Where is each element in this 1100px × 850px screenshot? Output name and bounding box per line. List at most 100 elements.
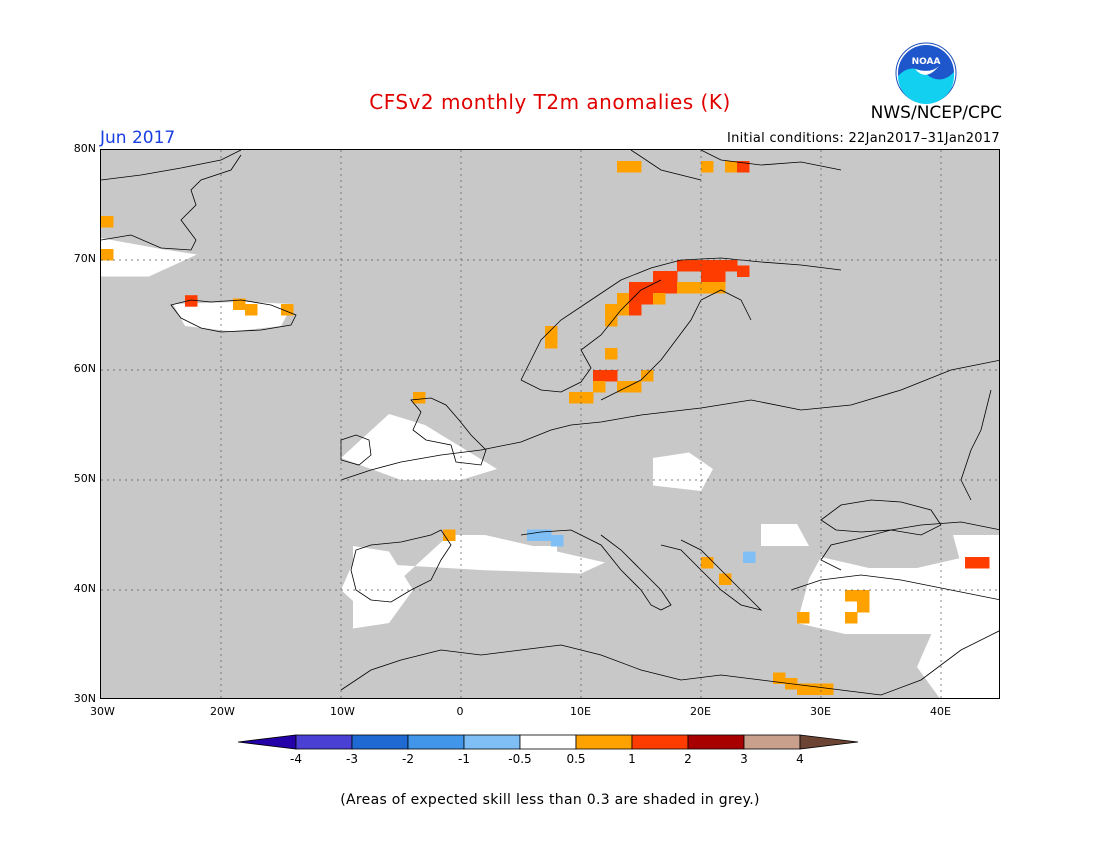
anomaly-cell <box>977 557 990 569</box>
anomaly-cell <box>857 601 870 613</box>
anomaly-cell <box>539 529 552 541</box>
anomaly-cell <box>569 392 582 404</box>
near-normal-area <box>761 524 809 546</box>
anomaly-cell <box>605 370 618 382</box>
lat-label: 60N <box>73 362 96 375</box>
anomaly-cell <box>653 293 666 305</box>
anomaly-cell <box>701 161 714 173</box>
colorbar-left-arrow <box>238 734 297 750</box>
anomaly-cell <box>797 683 810 695</box>
anomaly-cell <box>689 260 702 272</box>
forecast-month: Jun 2017 <box>100 128 176 148</box>
white-anomaly-areas <box>101 238 999 698</box>
anomaly-cell <box>701 260 714 272</box>
near-normal-area <box>353 546 413 629</box>
anomaly-cell <box>605 304 618 316</box>
anomaly-cell <box>713 282 726 294</box>
colorbar-segment <box>575 734 633 750</box>
anomaly-cell <box>737 265 750 277</box>
lon-label: 0 <box>456 705 464 718</box>
colorbar-tick-label: 3 <box>740 752 748 766</box>
anomaly-cell <box>725 161 738 173</box>
agency-label: NWS/NCEP/CPC <box>870 103 1002 123</box>
anomaly-cell <box>845 612 858 624</box>
near-normal-area <box>341 414 497 480</box>
noaa-logo-text: NOAA <box>912 57 941 67</box>
anomaly-cell <box>773 672 786 684</box>
lon-label: 20W <box>210 705 235 718</box>
chart-title: CFSv2 monthly T2m anomalies (K) <box>369 90 731 114</box>
anomaly-cells <box>101 161 990 695</box>
lat-label: 30N <box>73 692 96 705</box>
anomaly-cell <box>551 535 564 547</box>
anomaly-cell <box>245 304 258 316</box>
anomaly-cell <box>629 161 642 173</box>
anomaly-cell <box>701 271 714 283</box>
colorbar-right-arrow <box>799 734 859 750</box>
anomaly-cell <box>443 529 456 541</box>
near-normal-area <box>653 452 713 491</box>
anomaly-cell <box>737 161 750 173</box>
anomaly-cell <box>629 282 642 294</box>
anomaly-cell <box>857 590 870 602</box>
anomaly-cell <box>701 282 714 294</box>
colorbar-segment <box>687 734 745 750</box>
map-canvas <box>101 150 999 698</box>
anomaly-cell <box>581 392 594 404</box>
anomaly-cell <box>641 293 654 305</box>
near-normal-area <box>101 238 197 277</box>
anomaly-cell <box>101 249 114 261</box>
anomaly-cell <box>845 590 858 602</box>
anomaly-cell <box>617 381 630 393</box>
anomaly-cell <box>545 326 558 338</box>
graticule <box>101 150 999 698</box>
anomaly-cell <box>677 260 690 272</box>
colorbar-segment <box>407 734 465 750</box>
lon-label: 10E <box>570 705 591 718</box>
anomaly-cell <box>677 282 690 294</box>
anomaly-cell <box>713 260 726 272</box>
anomaly-cell <box>413 392 426 404</box>
anomaly-cell <box>605 315 618 327</box>
colorbar-tick-label: -3 <box>346 752 358 766</box>
colorbar-tick-label: -0.5 <box>508 752 532 766</box>
europe-map <box>100 149 1000 699</box>
anomaly-cell <box>743 551 756 563</box>
anomaly-cell <box>809 683 822 695</box>
lon-label: 20E <box>690 705 711 718</box>
anomaly-cell <box>617 293 630 305</box>
anomaly-cell <box>629 304 642 316</box>
colorbar-segment <box>631 734 689 750</box>
colorbar-tick-label: 4 <box>796 752 804 766</box>
anomaly-cell <box>665 282 678 294</box>
colorbar-tick-label: -4 <box>290 752 302 766</box>
lat-label: 80N <box>73 142 96 155</box>
anomaly-cell <box>593 370 606 382</box>
lat-label: 70N <box>73 252 96 265</box>
colorbar-tick-label: 2 <box>684 752 692 766</box>
anomaly-cell <box>653 271 666 283</box>
coastlines <box>101 150 999 696</box>
anomaly-cell <box>233 298 246 310</box>
near-normal-area <box>521 546 557 568</box>
anomaly-cell <box>713 271 726 283</box>
lon-label: 10W <box>330 705 355 718</box>
anomaly-cell <box>629 293 642 305</box>
colorbar <box>238 734 859 750</box>
lon-label: 30W <box>90 705 115 718</box>
colorbar-tick-label: 0.5 <box>566 752 586 766</box>
anomaly-cell <box>617 161 630 173</box>
anomaly-cell <box>101 216 114 228</box>
footnote: (Areas of expected skill less than 0.3 a… <box>340 792 760 808</box>
lon-label: 30E <box>810 705 831 718</box>
initial-conditions: Initial conditions: 22Jan2017–31Jan2017 <box>726 131 1000 146</box>
noaa-logo: NOAA <box>895 42 957 104</box>
anomaly-cell <box>719 573 732 585</box>
colorbar-segment <box>295 734 353 750</box>
colorbar-tick-label: -1 <box>458 752 470 766</box>
anomaly-cell <box>653 282 666 294</box>
near-normal-area <box>173 301 293 332</box>
anomaly-cell <box>527 529 540 541</box>
anomaly-cell <box>617 304 630 316</box>
anomaly-cell <box>797 612 810 624</box>
